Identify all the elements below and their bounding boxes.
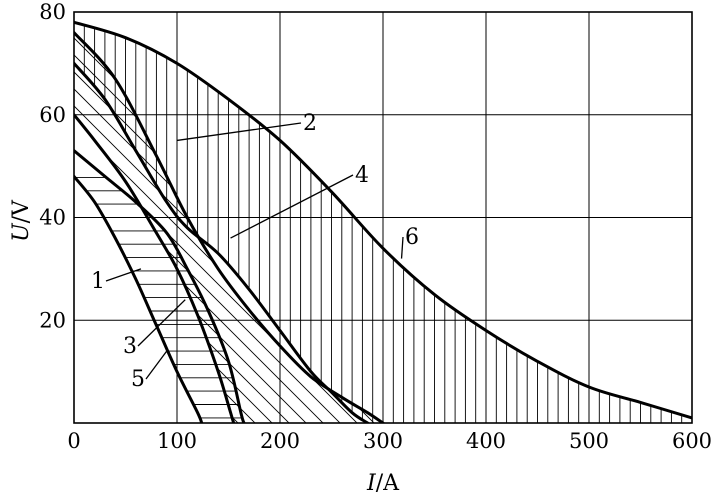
x-axis-title-symbol: I bbox=[366, 471, 377, 495]
hatched-regions bbox=[74, 25, 683, 423]
leader-line-3 bbox=[137, 299, 186, 347]
hatch-line bbox=[74, 105, 191, 223]
hatch-line bbox=[197, 314, 307, 423]
curve-label-5: 5 bbox=[131, 367, 145, 392]
y-tick-label: 40 bbox=[39, 206, 66, 230]
y-tick-label: 80 bbox=[39, 0, 66, 24]
curve-3 bbox=[74, 149, 246, 423]
leader-line-5 bbox=[145, 350, 168, 380]
y-axis-title-unit: /V bbox=[9, 199, 34, 223]
hatch-line bbox=[164, 247, 341, 423]
curve-1 bbox=[74, 174, 204, 423]
curve-label-6: 6 bbox=[405, 225, 419, 250]
leader-line-6 bbox=[400, 236, 404, 259]
tick-labels: 0 100 200 300 400 500 600 20 40 60 80 bbox=[39, 0, 712, 453]
leader-line-1 bbox=[105, 268, 142, 282]
x-tick-label: 300 bbox=[363, 429, 403, 453]
hatch-line bbox=[216, 367, 273, 423]
x-axis-title: I/A bbox=[366, 471, 400, 495]
curve-6 bbox=[74, 20, 692, 420]
y-tick-label: 20 bbox=[39, 308, 66, 332]
curve-label-3: 3 bbox=[123, 334, 137, 359]
curve-2 bbox=[74, 113, 236, 423]
x-axis-title-unit: /A bbox=[376, 471, 400, 495]
hatch-line bbox=[104, 153, 217, 266]
x-tick-label: 100 bbox=[157, 429, 197, 453]
hatch-line bbox=[207, 341, 290, 423]
curve-labels: 1 2 3 4 5 6 bbox=[91, 111, 419, 392]
curves bbox=[74, 20, 692, 423]
y-tick-label: 60 bbox=[39, 103, 66, 127]
x-tick-label: 500 bbox=[569, 429, 609, 453]
curve-label-4: 4 bbox=[355, 163, 369, 188]
x-tick-label: 400 bbox=[466, 429, 506, 453]
curve-label-1: 1 bbox=[91, 269, 105, 294]
leader-line-2 bbox=[176, 122, 302, 142]
y-axis-title: U/V bbox=[9, 199, 34, 242]
curve-4 bbox=[74, 31, 385, 423]
x-tick-label: 600 bbox=[672, 429, 712, 453]
leader-line-4 bbox=[230, 174, 354, 239]
x-tick-label: 200 bbox=[260, 429, 300, 453]
x-tick-label: 0 bbox=[67, 429, 80, 453]
y-axis-title-symbol: U bbox=[9, 222, 34, 242]
curve-label-2: 2 bbox=[303, 111, 317, 136]
curve-5 bbox=[74, 61, 370, 423]
